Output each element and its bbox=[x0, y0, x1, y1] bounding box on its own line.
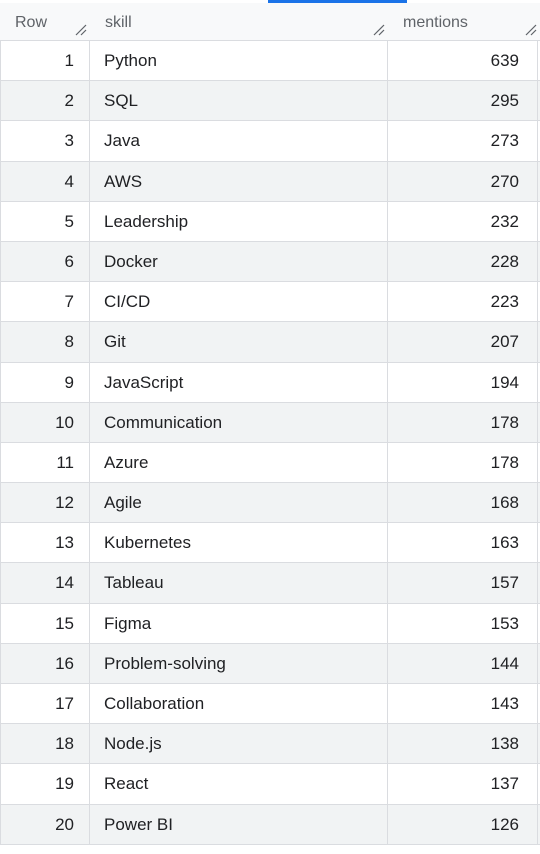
active-tab-indicator bbox=[268, 0, 407, 3]
mentions-cell[interactable]: 157 bbox=[388, 563, 538, 603]
row-number: 16 bbox=[0, 643, 90, 683]
mentions-cell[interactable]: 207 bbox=[388, 322, 538, 362]
table-row[interactable]: 12 Agile 168 bbox=[0, 483, 540, 524]
skill-cell[interactable]: React bbox=[90, 764, 388, 804]
mentions-cell[interactable]: 144 bbox=[388, 643, 538, 683]
table-row[interactable]: 7 CI/CD 223 bbox=[0, 282, 540, 323]
column-header-mentions[interactable]: mentions bbox=[388, 3, 540, 40]
skill-cell[interactable]: Communication bbox=[90, 402, 388, 442]
mentions-cell[interactable]: 126 bbox=[388, 804, 538, 844]
mentions-cell[interactable]: 163 bbox=[388, 523, 538, 563]
table-header: Row skill mentions bbox=[0, 3, 540, 41]
skill-cell[interactable]: Azure bbox=[90, 442, 388, 483]
mentions-cell[interactable]: 232 bbox=[388, 201, 538, 241]
mentions-cell[interactable]: 168 bbox=[388, 483, 538, 523]
column-header-label: skill bbox=[105, 14, 132, 31]
table-row[interactable]: 4 AWS 270 bbox=[0, 161, 540, 202]
skill-cell[interactable]: Problem-solving bbox=[90, 643, 388, 683]
row-number: 1 bbox=[0, 41, 90, 81]
skill-cell[interactable]: Docker bbox=[90, 241, 388, 282]
mentions-cell[interactable]: 178 bbox=[388, 442, 538, 483]
table-row[interactable]: 20 Power BI 126 bbox=[0, 804, 540, 845]
row-number: 8 bbox=[0, 322, 90, 362]
table-row[interactable]: 6 Docker 228 bbox=[0, 241, 540, 283]
table-row[interactable]: 1 Python 639 bbox=[0, 41, 540, 82]
table-row[interactable]: 17 Collaboration 143 bbox=[0, 684, 540, 725]
skill-cell[interactable]: Leadership bbox=[90, 201, 388, 241]
row-number: 4 bbox=[0, 161, 90, 201]
skill-cell[interactable]: Python bbox=[90, 41, 388, 81]
table-row[interactable]: 18 Node.js 138 bbox=[0, 724, 540, 765]
mentions-cell[interactable]: 223 bbox=[388, 282, 538, 322]
column-resize-icon[interactable] bbox=[525, 24, 537, 36]
column-header-row[interactable]: Row bbox=[0, 3, 90, 40]
row-number: 5 bbox=[0, 201, 90, 241]
skill-cell[interactable]: Git bbox=[90, 322, 388, 362]
skill-cell[interactable]: JavaScript bbox=[90, 362, 388, 402]
table-row[interactable]: 8 Git 207 bbox=[0, 322, 540, 363]
row-number: 9 bbox=[0, 362, 90, 402]
table-row[interactable]: 5 Leadership 232 bbox=[0, 201, 540, 242]
mentions-cell[interactable]: 138 bbox=[388, 724, 538, 764]
skill-cell[interactable]: Collaboration bbox=[90, 684, 388, 724]
column-header-label: mentions bbox=[403, 14, 468, 31]
table-row[interactable]: 11 Azure 178 bbox=[0, 442, 540, 484]
mentions-cell[interactable]: 143 bbox=[388, 684, 538, 724]
skill-cell[interactable]: Agile bbox=[90, 483, 388, 523]
row-number: 14 bbox=[0, 563, 90, 603]
table-row[interactable]: 2 SQL 295 bbox=[0, 81, 540, 122]
row-number: 10 bbox=[0, 402, 90, 442]
skill-cell[interactable]: Tableau bbox=[90, 563, 388, 603]
skill-cell[interactable]: CI/CD bbox=[90, 282, 388, 322]
row-number: 2 bbox=[0, 81, 90, 121]
table-row[interactable]: 9 JavaScript 194 bbox=[0, 362, 540, 403]
table-row[interactable]: 14 Tableau 157 bbox=[0, 563, 540, 604]
row-number: 19 bbox=[0, 764, 90, 804]
table-row[interactable]: 13 Kubernetes 163 bbox=[0, 523, 540, 564]
skill-cell[interactable]: Figma bbox=[90, 603, 388, 643]
row-number: 3 bbox=[0, 121, 90, 161]
skill-cell[interactable]: Node.js bbox=[90, 724, 388, 764]
row-number: 11 bbox=[0, 442, 90, 483]
mentions-cell[interactable]: 295 bbox=[388, 81, 538, 121]
row-number: 15 bbox=[0, 603, 90, 643]
column-resize-icon[interactable] bbox=[75, 24, 87, 36]
row-number: 20 bbox=[0, 804, 90, 844]
row-number: 12 bbox=[0, 483, 90, 523]
row-number: 7 bbox=[0, 282, 90, 322]
table-row[interactable]: 3 Java 273 bbox=[0, 121, 540, 162]
column-header-label: Row bbox=[15, 14, 48, 31]
skill-cell[interactable]: Kubernetes bbox=[90, 523, 388, 563]
mentions-cell[interactable]: 194 bbox=[388, 362, 538, 402]
mentions-cell[interactable]: 228 bbox=[388, 241, 538, 282]
column-resize-icon[interactable] bbox=[373, 24, 385, 36]
mentions-cell[interactable]: 270 bbox=[388, 161, 538, 201]
skill-cell[interactable]: AWS bbox=[90, 161, 388, 201]
row-number: 18 bbox=[0, 724, 90, 764]
mentions-cell[interactable]: 153 bbox=[388, 603, 538, 643]
row-number: 17 bbox=[0, 684, 90, 724]
row-number: 6 bbox=[0, 241, 90, 282]
skill-cell[interactable]: Java bbox=[90, 121, 388, 161]
table-row[interactable]: 10 Communication 178 bbox=[0, 402, 540, 443]
table-row[interactable]: 19 React 137 bbox=[0, 764, 540, 805]
table-row[interactable]: 16 Problem-solving 144 bbox=[0, 643, 540, 684]
skill-cell[interactable]: Power BI bbox=[90, 804, 388, 844]
mentions-cell[interactable]: 273 bbox=[388, 121, 538, 161]
mentions-cell[interactable]: 137 bbox=[388, 764, 538, 804]
mentions-cell[interactable]: 178 bbox=[388, 402, 538, 442]
column-header-skill[interactable]: skill bbox=[90, 3, 388, 40]
table-row[interactable]: 15 Figma 153 bbox=[0, 603, 540, 644]
table-body: 1 Python 639 2 SQL 295 3 Java 273 4 AWS 270 5 Lea… bbox=[0, 41, 540, 845]
row-number: 13 bbox=[0, 523, 90, 563]
mentions-cell[interactable]: 639 bbox=[388, 41, 538, 81]
skill-cell[interactable]: SQL bbox=[90, 81, 388, 121]
